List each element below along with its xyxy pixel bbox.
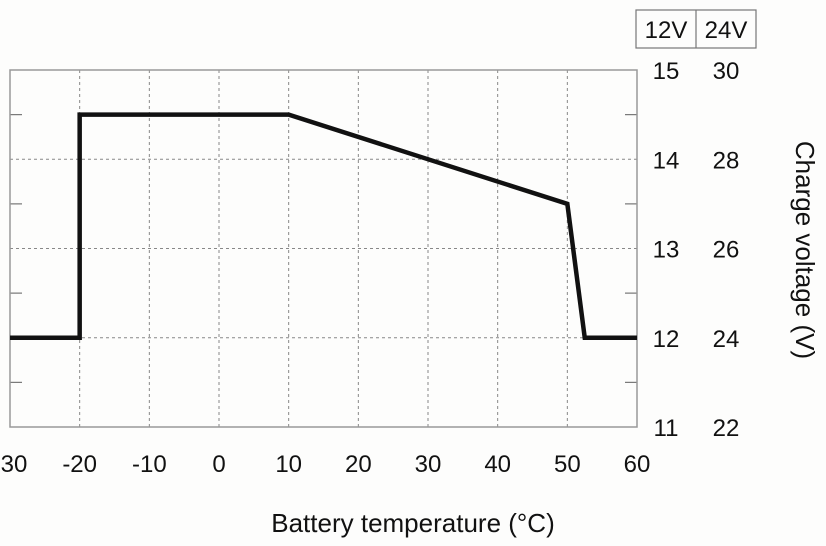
x-tick-labels: -30 -20 -10 0 10 20 30 40 50 60 — [0, 451, 650, 478]
y-tick-label-12v: 12 — [653, 326, 680, 353]
y-tick-label-12v: 11 — [654, 415, 679, 442]
x-axis-label: Battery temperature (°C) — [271, 508, 555, 538]
x-tick-label: -30 — [0, 451, 27, 478]
x-tick-label: 40 — [484, 451, 511, 478]
y-tick-label-12v: 15 — [653, 58, 680, 85]
y-axis-header-table: 12V 24V — [635, 9, 757, 49]
series-line — [10, 112, 637, 340]
plot-border — [9, 69, 638, 428]
header-12v: 12V — [645, 17, 688, 44]
y-tick-label-12v: 14 — [653, 147, 680, 174]
y-tick-label-24v: 30 — [713, 58, 740, 85]
y-tick-label-12v: 13 — [653, 237, 680, 264]
header-24v: 24V — [705, 17, 748, 44]
x-tick-label: 0 — [212, 451, 225, 478]
y-tick-label-24v: 24 — [713, 326, 740, 353]
x-tick-label: 30 — [415, 451, 442, 478]
y-tick-labels: 15 30 14 28 13 26 12 24 11 22 — [653, 58, 740, 442]
y-tick-label-24v: 28 — [713, 147, 740, 174]
plot-frame — [9, 69, 638, 428]
y-axis-label: Charge voltage (V) — [790, 141, 820, 359]
x-tick-label: 60 — [624, 451, 651, 478]
grid — [10, 70, 637, 427]
x-tick-label: 10 — [275, 451, 302, 478]
x-tick-label: 20 — [345, 451, 372, 478]
x-tick-label: -20 — [62, 451, 97, 478]
x-tick-label: 50 — [554, 451, 581, 478]
x-tick-label: -10 — [132, 451, 167, 478]
y-tick-label-24v: 26 — [713, 237, 740, 264]
y-tick-label-24v: 22 — [713, 415, 740, 442]
series-layer — [10, 112, 637, 340]
